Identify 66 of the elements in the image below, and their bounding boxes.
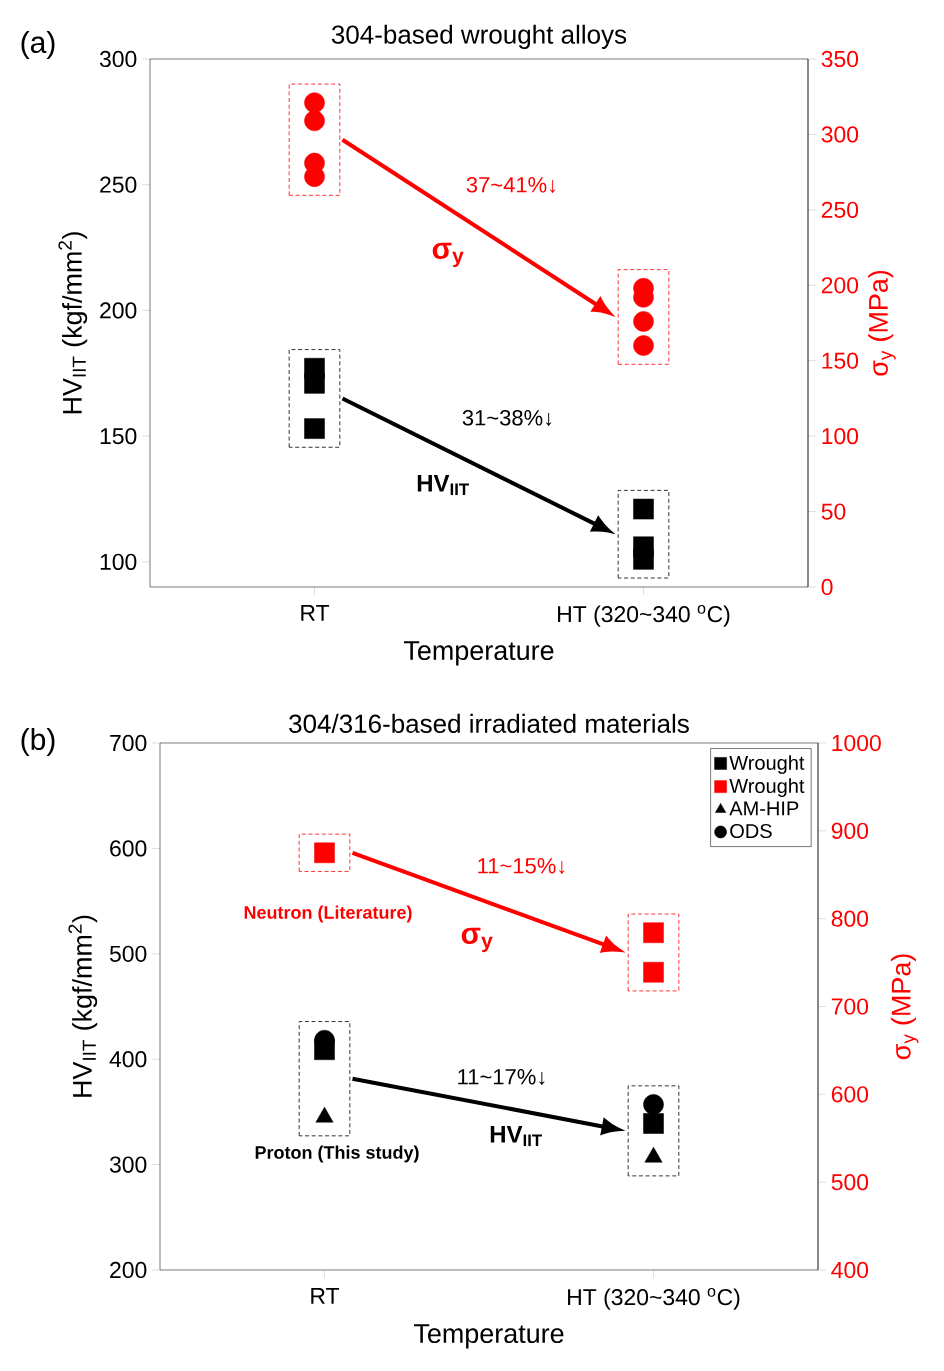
y-tick-label: 600 bbox=[110, 840, 147, 857]
annotation: HV$_{IIT}$ bbox=[490, 1125, 542, 1147]
x-tick-label: RT bbox=[301, 605, 330, 621]
annotation: HV$_{IIT}$ bbox=[417, 474, 469, 496]
point bbox=[643, 922, 664, 943]
point bbox=[314, 842, 335, 864]
legend-label: ODS bbox=[730, 823, 772, 839]
y2-tick-label: 300 bbox=[821, 126, 859, 143]
y-tick-label: 300 bbox=[99, 50, 137, 68]
legend-label: Wrought bbox=[729, 778, 805, 797]
annotation: Proton (This study) bbox=[255, 1145, 419, 1163]
y2-tick-label: 100 bbox=[822, 428, 859, 445]
point bbox=[304, 92, 325, 114]
text: (b) bbox=[21, 728, 55, 756]
y2-tick-label: 600 bbox=[831, 1086, 869, 1103]
y-tick-label: 250 bbox=[100, 176, 137, 193]
point bbox=[633, 335, 654, 356]
y-tick-label: 500 bbox=[109, 945, 147, 962]
annotation: σ$_{y}$ bbox=[461, 927, 493, 953]
text: (a) bbox=[21, 31, 55, 59]
point bbox=[304, 166, 325, 187]
y-tick-label: 200 bbox=[100, 302, 137, 319]
x-tick-label: HT (320~340 $^{o}$C) bbox=[568, 1288, 740, 1310]
annotation: 11~17%↓ bbox=[458, 1069, 545, 1085]
x-tick-label: RT bbox=[311, 1288, 340, 1304]
y-tick-label: 100 bbox=[100, 553, 137, 570]
point bbox=[304, 110, 325, 132]
y2-tick-label: 1000 bbox=[832, 734, 881, 752]
y2-tick-label: 400 bbox=[831, 1261, 869, 1279]
annotation: 11~15%↓ bbox=[478, 858, 565, 874]
y2-tick-label: 800 bbox=[831, 910, 869, 927]
y-tick-label: 400 bbox=[109, 1051, 147, 1068]
point bbox=[633, 311, 654, 332]
x-axis-title: Temperature bbox=[414, 1324, 564, 1349]
legend-label: Wrought bbox=[729, 755, 805, 774]
y2-tick-label: 0 bbox=[821, 578, 833, 596]
chart-title: 304/316-based irradiated materials bbox=[289, 713, 689, 733]
y2-tick-label: 50 bbox=[821, 503, 846, 520]
legend-label: AM-HIP bbox=[729, 801, 799, 816]
point bbox=[633, 498, 654, 520]
y2-tick-label: 200 bbox=[821, 277, 859, 294]
y2-axis-title: σ$_{y}$ (MPa) bbox=[868, 270, 896, 376]
y-axis-title: HV$_{IIT}$ (kgf/mm$^{2}$) bbox=[58, 232, 88, 414]
chart-title: 304-based wrought alloys bbox=[331, 24, 627, 49]
y2-tick-label: 150 bbox=[822, 352, 859, 369]
y-tick-label: 700 bbox=[110, 734, 147, 752]
x-axis-title: Temperature bbox=[404, 641, 554, 666]
annotation: σ$_{y}$ bbox=[432, 242, 464, 268]
annotation: Neutron (Literature) bbox=[244, 905, 412, 923]
y2-tick-label: 500 bbox=[831, 1174, 869, 1191]
point bbox=[304, 418, 325, 439]
point bbox=[643, 961, 664, 983]
y-tick-label: 150 bbox=[100, 428, 137, 445]
point bbox=[304, 373, 325, 394]
y2-axis-title: σ$_{y}$ (MPa) bbox=[890, 954, 919, 1060]
y2-tick-label: 250 bbox=[821, 201, 859, 218]
y2-tick-label: 350 bbox=[821, 50, 859, 68]
y-tick-label: 200 bbox=[110, 1261, 147, 1279]
point bbox=[633, 549, 654, 570]
annotation: 37~41%↓ bbox=[466, 176, 556, 193]
annotation: 31~38%↓ bbox=[462, 409, 552, 426]
y2-tick-label: 900 bbox=[831, 822, 869, 839]
y-axis-title: HV$_{IIT}$ (kgf/mm$^{2}$) bbox=[68, 915, 98, 1097]
x-tick-label: HT (320~340 $^{o}$C) bbox=[558, 605, 730, 627]
y-tick-label: 300 bbox=[109, 1156, 147, 1173]
y2-tick-label: 700 bbox=[831, 998, 869, 1015]
